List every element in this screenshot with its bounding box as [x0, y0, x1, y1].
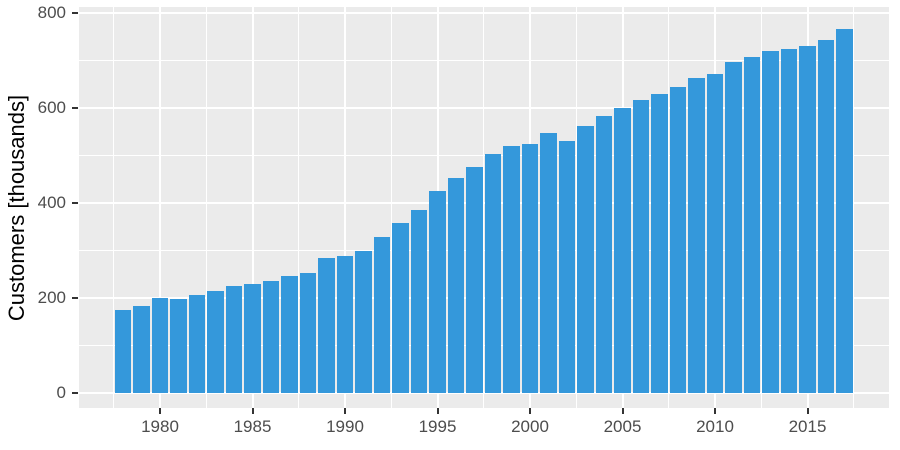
gridline-x-minor-1977.5: [113, 7, 115, 408]
y-tick-mark-400: [72, 202, 78, 205]
bar-2003: [577, 126, 594, 394]
gridline-x-1985: [251, 7, 254, 408]
bar-1986: [262, 281, 280, 394]
bar-1978: [114, 310, 132, 394]
bar-1991: [355, 250, 372, 394]
bar-2002: [558, 140, 576, 394]
y-tick-label-0: 0: [56, 383, 66, 403]
y-tick-label-600: 600: [37, 98, 66, 118]
gridline-x-minor-2017.5: [853, 7, 855, 408]
bar-2005: [614, 107, 631, 394]
y-tick-mark-600: [72, 107, 78, 110]
y-tick-label-800: 800: [37, 3, 66, 23]
bar-1992: [373, 236, 391, 394]
bar-1982: [188, 294, 206, 394]
gridline-x-1980: [159, 7, 161, 408]
gridline-x-minor-2002.5: [575, 7, 577, 408]
y-tick-label-200: 200: [37, 288, 66, 308]
bar-2017: [836, 29, 853, 394]
x-tick-label-1985: 1985: [233, 417, 272, 436]
y-axis-title: Customers [thousands]: [4, 94, 29, 322]
bar-1990: [336, 255, 354, 394]
bar-2009: [688, 78, 705, 394]
gridline-x-minor-1982.5: [205, 7, 207, 408]
x-tick-label-2010: 2010: [696, 417, 734, 436]
x-tick-mark-1980: [159, 408, 161, 414]
bar-1998: [484, 154, 502, 394]
bar-2007: [651, 94, 668, 394]
y-tick-mark-800: [72, 12, 78, 15]
bar-1988: [299, 273, 317, 394]
bar-2012: [743, 57, 761, 394]
bar-2014: [780, 49, 798, 394]
bar-1987: [281, 276, 298, 394]
bar-2016: [817, 39, 835, 394]
bar-1995: [429, 191, 446, 394]
gridline-x-minor-1992.5: [390, 7, 392, 408]
bar-2004: [595, 115, 613, 394]
y-tick-mark-200: [72, 297, 78, 300]
bar-1980: [151, 298, 169, 394]
bar-2013: [762, 51, 779, 394]
x-tick-mark-1985: [251, 408, 254, 414]
x-tick-label-1990: 1990: [326, 417, 364, 436]
bar-1985: [244, 284, 261, 394]
bar-2010: [706, 74, 724, 394]
bar-2008: [669, 86, 687, 394]
x-tick-label-2000: 2000: [511, 417, 549, 436]
plot-panel: [79, 7, 889, 408]
bar-1996: [447, 178, 465, 394]
y-tick-label-400: 400: [37, 193, 66, 213]
y-tick-mark-0: [72, 392, 78, 395]
bar-1984: [225, 285, 243, 394]
x-tick-mark-1995: [436, 408, 439, 414]
gridline-x-minor-1987.5: [298, 7, 300, 408]
bar-1994: [410, 209, 428, 394]
x-tick-label-1995: 1995: [418, 417, 457, 436]
bar-2006: [632, 100, 650, 394]
gridline-x-minor-1997.5: [483, 7, 485, 408]
gridline-x-1990: [344, 7, 346, 408]
gridline-x-minor-2012.5: [760, 7, 762, 408]
x-tick-label-1980: 1980: [141, 417, 179, 436]
bar-1989: [318, 257, 335, 394]
bar-1993: [392, 223, 409, 394]
x-tick-mark-2000: [529, 408, 531, 414]
x-tick-label-2005: 2005: [603, 417, 642, 436]
bar-2000: [521, 143, 539, 394]
x-tick-label-2015: 2015: [788, 417, 827, 436]
bar-2011: [725, 61, 742, 394]
bar-2001: [540, 133, 557, 394]
bar-1979: [133, 306, 150, 394]
gridline-x-minor-2007.5: [668, 7, 670, 408]
bar-1997: [466, 166, 483, 394]
x-tick-mark-2005: [621, 408, 624, 414]
bar-1981: [170, 298, 187, 394]
bar-1999: [503, 145, 520, 394]
bar-2015: [799, 46, 816, 394]
x-tick-mark-1990: [344, 408, 346, 414]
bar-1983: [207, 290, 224, 394]
x-tick-mark-2015: [806, 408, 809, 414]
x-tick-mark-2010: [714, 408, 716, 414]
